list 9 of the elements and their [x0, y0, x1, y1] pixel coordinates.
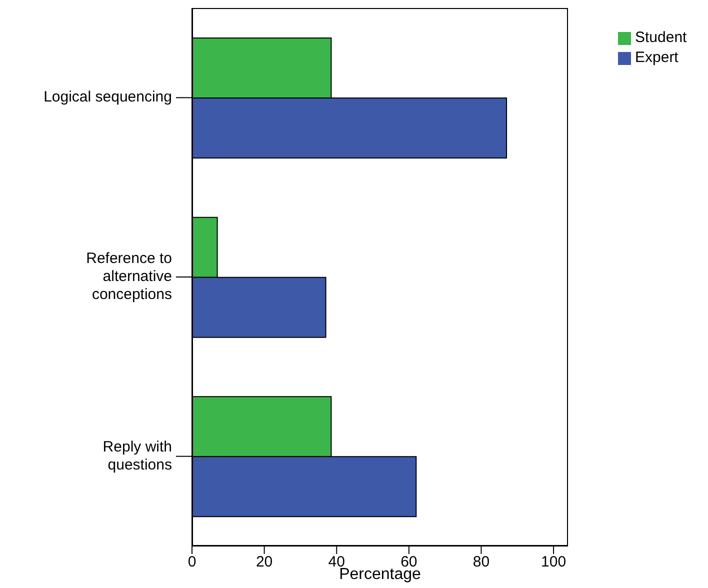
- y-tick-label: Logical sequencing: [44, 88, 172, 106]
- legend-label: Student: [635, 29, 687, 46]
- x-tick-label: 100: [541, 554, 566, 571]
- x-tick-label: 0: [188, 554, 196, 571]
- legend-label: Expert: [635, 49, 678, 66]
- x-tick-label: 20: [256, 554, 273, 571]
- y-tick-label: Reply with questions: [102, 438, 172, 474]
- y-tick-label: Reference to alternative conceptions: [86, 250, 172, 303]
- x-tick-label: 80: [472, 554, 490, 571]
